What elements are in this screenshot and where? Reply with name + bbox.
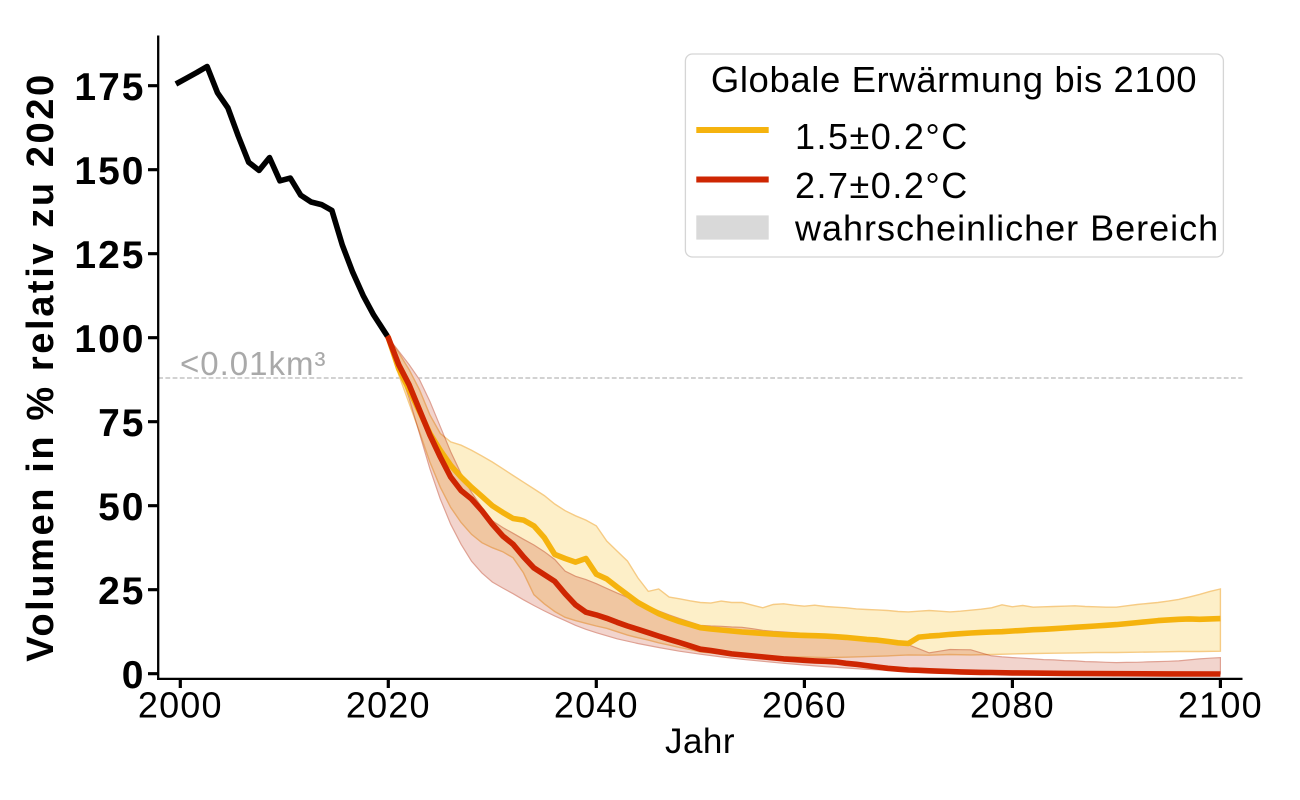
svg-text:100: 100 [74, 318, 145, 361]
svg-text:125: 125 [74, 234, 145, 277]
svg-text:150: 150 [74, 150, 145, 193]
svg-text:0: 0 [122, 654, 146, 697]
svg-text:2060: 2060 [762, 685, 847, 726]
svg-text:2080: 2080 [970, 685, 1055, 726]
svg-text:2000: 2000 [138, 685, 223, 726]
svg-text:wahrscheinlicher Bereich: wahrscheinlicher Bereich [794, 208, 1219, 249]
svg-text:2100: 2100 [1178, 685, 1263, 726]
svg-text:2020: 2020 [346, 685, 431, 726]
svg-text:Jahr: Jahr [665, 722, 735, 761]
svg-text:50: 50 [98, 486, 145, 529]
svg-text:1.5±0.2°C: 1.5±0.2°C [795, 116, 969, 157]
svg-text:25: 25 [98, 570, 145, 613]
svg-text:75: 75 [98, 402, 145, 445]
svg-text:175: 175 [74, 66, 145, 109]
svg-text:2040: 2040 [554, 685, 639, 726]
svg-text:Volumen in % relativ zu 2020: Volumen in % relativ zu 2020 [20, 72, 62, 662]
svg-text:<0.01km³: <0.01km³ [180, 345, 326, 382]
svg-text:Globale Erwärmung bis 2100: Globale Erwärmung bis 2100 [711, 59, 1197, 100]
svg-text:2.7±0.2°C: 2.7±0.2°C [795, 165, 969, 206]
